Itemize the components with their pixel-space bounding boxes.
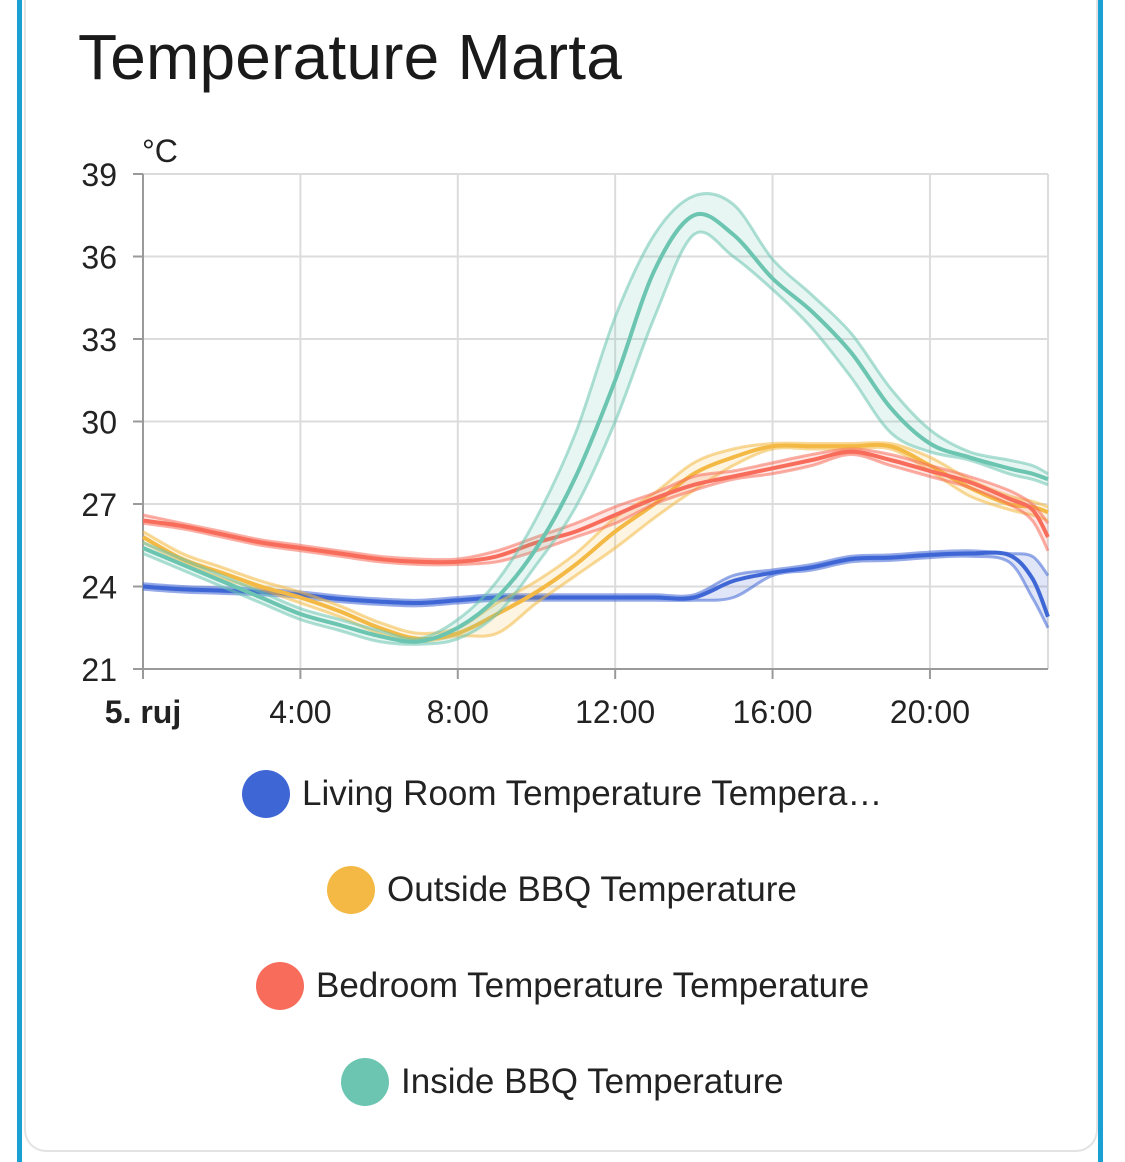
y-tick-label: 36 — [81, 240, 117, 276]
legend-item[interactable]: Bedroom Temperature Temperature — [256, 962, 869, 1010]
legend-label: Living Room Temperature Tempera… — [302, 774, 883, 813]
y-tick-label: 30 — [81, 405, 117, 441]
left-edge — [0, 0, 26, 1162]
y-tick-label: 24 — [81, 570, 117, 606]
x-tick-label: 8:00 — [427, 694, 489, 730]
x-tick-label: 12:00 — [575, 694, 655, 730]
legend-color-dot — [256, 962, 304, 1010]
grid-layer — [133, 173, 1049, 679]
x-tick-label: 4:00 — [269, 694, 331, 730]
series-max-line — [142, 192, 1049, 641]
y-axis-unit: °C — [142, 133, 178, 169]
x-tick-label: 20:00 — [890, 694, 970, 730]
series-min-line — [142, 452, 1050, 567]
series-range-band — [143, 193, 1048, 645]
series-max-line — [142, 440, 1049, 636]
series-range-band — [143, 442, 1048, 642]
series-layer — [142, 192, 1050, 646]
legend-label: Inside BBQ Temperature — [401, 1062, 784, 1101]
legend-item[interactable]: Outside BBQ Temperature — [327, 866, 797, 914]
series-min-line — [142, 230, 1049, 646]
legend-item[interactable]: Living Room Temperature Tempera… — [242, 770, 882, 818]
series-4[interactable] — [142, 192, 1049, 646]
legend-color-dot — [341, 1058, 389, 1106]
x-tick-label: 5. ruj — [105, 694, 181, 730]
legend-color-dot — [242, 770, 290, 818]
card-title: Temperature Marta — [78, 21, 623, 93]
series-line[interactable] — [142, 550, 1050, 618]
x-tick-labels: 5. ruj 4:00 8:00 12:00 16:00 20:00 — [105, 694, 970, 730]
legend-label: Bedroom Temperature Temperature — [316, 966, 870, 1005]
y-tick-label: 39 — [81, 157, 117, 193]
y-tick-label: 27 — [81, 487, 117, 523]
y-tick-label: 33 — [81, 322, 117, 358]
x-tick-label: 16:00 — [733, 694, 813, 730]
y-tick-label: 21 — [81, 652, 117, 688]
temperature-chart[interactable]: °C 21 24 27 30 33 36 39 5. ruj 4:00 8:00 12:00 16:… — [0, 0, 1125, 760]
legend-label: Outside BBQ Temperature — [387, 870, 797, 909]
series-line[interactable] — [142, 449, 1050, 565]
legend-color-dot — [327, 866, 375, 914]
y-tick-labels: 21 24 27 30 33 36 39 — [81, 157, 117, 688]
series-line[interactable] — [142, 211, 1049, 644]
series-max-line — [142, 447, 1050, 562]
legend-item[interactable]: Inside BBQ Temperature — [341, 1058, 784, 1106]
series-3[interactable] — [142, 447, 1050, 567]
